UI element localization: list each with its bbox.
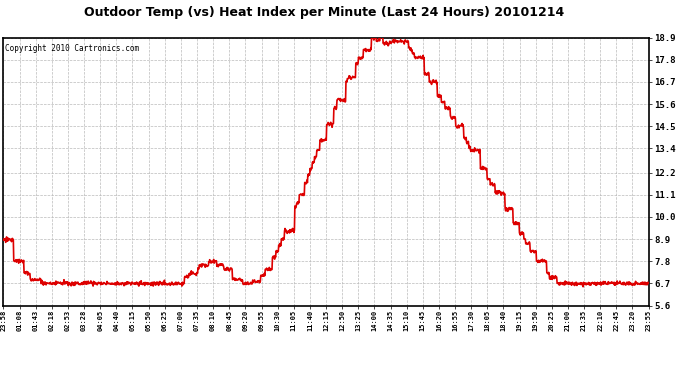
Text: Copyright 2010 Cartronics.com: Copyright 2010 Cartronics.com: [6, 44, 139, 53]
Text: Outdoor Temp (vs) Heat Index per Minute (Last 24 Hours) 20101214: Outdoor Temp (vs) Heat Index per Minute …: [84, 6, 564, 19]
